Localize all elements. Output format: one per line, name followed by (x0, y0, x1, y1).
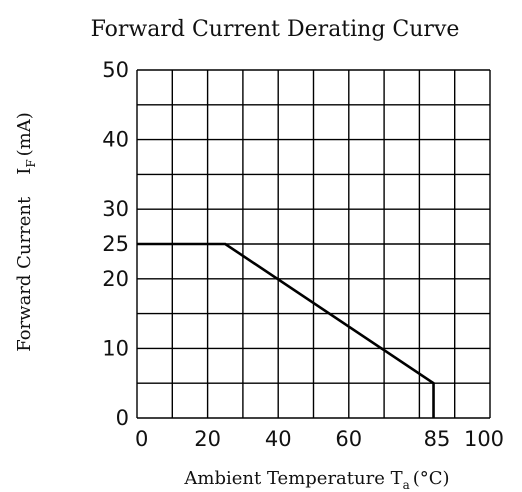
x-axis-label: Ambient Temperature Ta (°C) (183, 468, 449, 492)
y-axis-label-unit: (mA) (14, 112, 35, 156)
y-tick-label-0: 0 (116, 406, 129, 430)
grid (136, 69, 491, 419)
series-group (137, 242, 435, 418)
y-tick-label-30: 30 (102, 197, 129, 221)
chart-title: Forward Current Derating Curve (91, 17, 460, 42)
y-axis-label-symbol: I (14, 168, 35, 175)
y-tick-label-50: 50 (102, 58, 129, 82)
y-axis-label: Forward Current IF (mA) (14, 112, 38, 352)
x-tick-label-20: 20 (194, 427, 221, 451)
x-tick-label-100: 100 (464, 427, 504, 451)
derating-curve-line-0 (137, 242, 435, 418)
x-tick-label-60: 60 (335, 427, 362, 451)
y-tick-label-40: 40 (102, 128, 129, 152)
x-axis-label-prefix: Ambient Temperature T (183, 468, 402, 489)
x-axis-label-subscript: a (403, 478, 410, 492)
x-tick-labels: 0 20 40 60 85 100 (135, 427, 504, 451)
y-axis-label-subscript: F (24, 159, 38, 167)
y-tick-label-25: 25 (102, 232, 129, 256)
y-tick-labels: 0 10 20 25 30 40 50 (102, 58, 129, 430)
x-tick-label-0: 0 (135, 427, 148, 451)
y-tick-label-20: 20 (102, 267, 129, 291)
y-tick-label-10: 10 (102, 336, 129, 360)
y-axis-label-prefix: Forward Current (14, 196, 35, 352)
x-tick-label-40: 40 (265, 427, 292, 451)
x-axis-label-unit: (°C) (413, 468, 450, 489)
x-tick-label-85: 85 (424, 427, 451, 451)
